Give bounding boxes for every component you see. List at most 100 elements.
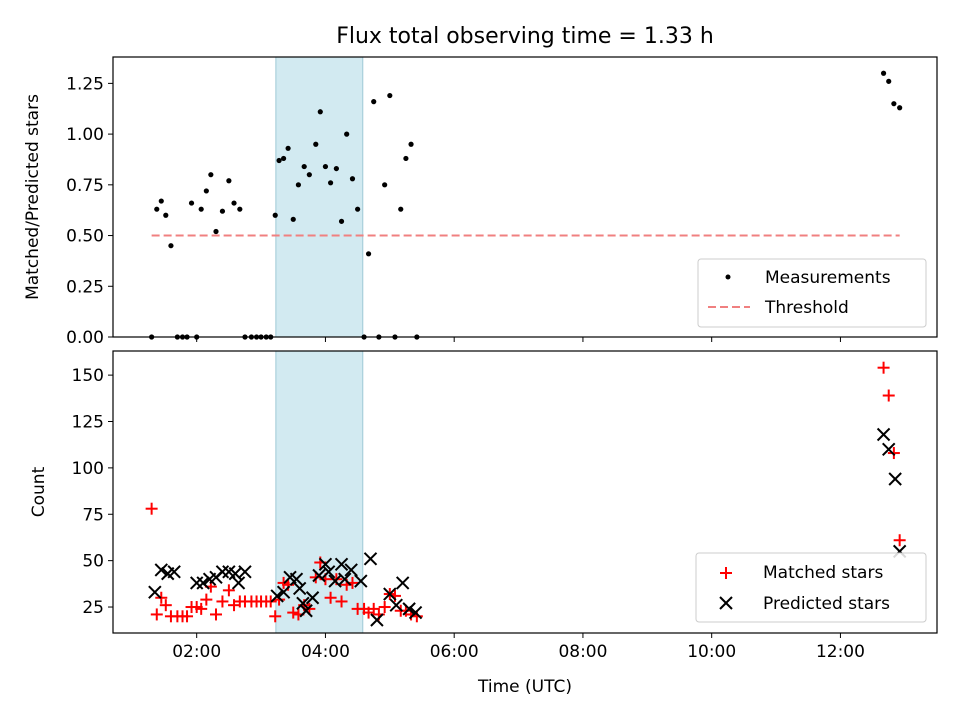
measurement-point bbox=[295, 182, 301, 188]
matched-star-point bbox=[893, 534, 906, 547]
predicted-star-point bbox=[154, 563, 168, 577]
measurement-point bbox=[213, 228, 219, 235]
predicted-star-point bbox=[299, 604, 313, 618]
predicted-star-point bbox=[215, 565, 230, 579]
xtick-label: 04:00 bbox=[301, 642, 350, 662]
matched-star-point bbox=[882, 389, 895, 402]
measurement-point bbox=[306, 172, 312, 178]
measurement-point bbox=[280, 155, 287, 162]
predicted-star-point bbox=[189, 576, 204, 590]
matched-star-point bbox=[335, 595, 348, 608]
matched-star-point bbox=[378, 601, 391, 614]
top-shaded-region bbox=[275, 56, 364, 338]
measurement-point bbox=[226, 178, 232, 184]
matched-star-point bbox=[155, 591, 168, 604]
matched-star-point bbox=[200, 593, 213, 606]
top-legend: Measurements Threshold bbox=[697, 258, 927, 328]
xtick-label: 10:00 bbox=[687, 642, 736, 662]
matched-star-point bbox=[287, 606, 300, 619]
legend-predicted-marker bbox=[719, 596, 733, 610]
measurement-point bbox=[408, 141, 414, 147]
measurement-point bbox=[355, 206, 361, 212]
predicted-star-point bbox=[334, 557, 349, 572]
matched-star-point bbox=[887, 447, 900, 460]
measurement-point bbox=[371, 99, 377, 105]
bottom-y-axis-label: Count bbox=[29, 466, 49, 517]
bottom-legend: Matched stars Predicted stars bbox=[695, 552, 927, 623]
predicted-star-point bbox=[231, 576, 246, 590]
predicted-star-point bbox=[395, 576, 410, 590]
measurement-point bbox=[317, 109, 323, 115]
predicted-star-point bbox=[354, 574, 368, 588]
measurement-point bbox=[290, 216, 296, 222]
matched-star-point bbox=[216, 595, 229, 608]
top-ytick-label: 0.75 bbox=[66, 176, 104, 196]
predicted-star-point bbox=[305, 591, 320, 605]
predicted-star-point bbox=[238, 565, 252, 579]
predicted-star-point bbox=[289, 572, 304, 586]
predicted-star-point bbox=[363, 552, 378, 566]
predicted-star-point bbox=[344, 563, 358, 577]
measurement-point bbox=[168, 243, 174, 249]
measurement-point bbox=[382, 182, 388, 188]
measurement-point bbox=[237, 206, 243, 212]
predicted-star-point bbox=[876, 427, 891, 442]
predicted-star-point bbox=[312, 568, 326, 583]
matched-star-point bbox=[264, 595, 277, 608]
measurement-point bbox=[398, 206, 404, 212]
predicted-star-point bbox=[321, 565, 336, 579]
bottom-legend-box bbox=[695, 552, 927, 623]
measurement-point bbox=[333, 165, 339, 172]
predicted-star-point bbox=[402, 602, 416, 616]
predicted-star-point bbox=[383, 587, 397, 601]
xtick-label: 06:00 bbox=[430, 642, 479, 662]
measurement-point bbox=[365, 251, 372, 257]
measurement-point bbox=[276, 157, 282, 164]
measurement-point bbox=[231, 200, 237, 206]
measurement-point bbox=[198, 206, 204, 212]
predicted-star-point bbox=[196, 576, 210, 590]
matched-star-point bbox=[269, 610, 282, 623]
predicted-star-point bbox=[318, 557, 333, 572]
measurement-point bbox=[886, 78, 892, 84]
legend-predicted-label: Predicted stars bbox=[763, 594, 890, 614]
top-ytick-label: 1.00 bbox=[66, 125, 104, 145]
measurement-point bbox=[344, 131, 350, 137]
top-ytick-label: 0.00 bbox=[66, 328, 104, 348]
matched-star-point bbox=[145, 502, 158, 515]
predicted-star-point bbox=[888, 472, 902, 486]
legend-matched-marker bbox=[720, 567, 732, 579]
measurement-point bbox=[897, 105, 903, 111]
predicted-star-point bbox=[296, 596, 310, 611]
legend-measurements-label: Measurements bbox=[765, 268, 891, 288]
measurement-point bbox=[203, 188, 209, 194]
predicted-star-point bbox=[408, 605, 423, 620]
measurement-point bbox=[322, 163, 329, 170]
predicted-star-point bbox=[167, 565, 181, 579]
measurement-point bbox=[158, 198, 164, 204]
predicted-star-point bbox=[148, 585, 162, 599]
xtick-label: 02:00 bbox=[172, 642, 221, 662]
matched-star-point bbox=[181, 610, 194, 623]
top-ytick-label: 0.25 bbox=[66, 277, 104, 297]
predicted-star-point bbox=[276, 585, 291, 599]
top-legend-box bbox=[697, 258, 927, 328]
matched-star-point bbox=[324, 591, 337, 604]
bottom-ytick-label: 75 bbox=[82, 505, 104, 525]
xtick-label: 08:00 bbox=[558, 642, 607, 662]
matched-star-point bbox=[195, 602, 208, 615]
measurement-point bbox=[272, 212, 278, 218]
matched-star-point bbox=[367, 602, 380, 615]
bottom-ytick-label: 150 bbox=[72, 366, 104, 386]
matched-star-point bbox=[222, 584, 235, 597]
bottom-ytick-label: 50 bbox=[82, 552, 104, 572]
bottom-panel: 25 50 75 100 125 150 02:00 04:00 06:00 08:00 10:0… bbox=[29, 350, 938, 697]
predicted-star-point bbox=[270, 589, 284, 603]
bottom-ytick-label: 25 bbox=[82, 598, 104, 618]
matched-star-point bbox=[159, 599, 172, 612]
matched-star-point bbox=[150, 608, 163, 621]
measurement-point bbox=[301, 163, 307, 170]
measurement-point bbox=[327, 180, 334, 186]
measurement-point bbox=[880, 70, 887, 76]
